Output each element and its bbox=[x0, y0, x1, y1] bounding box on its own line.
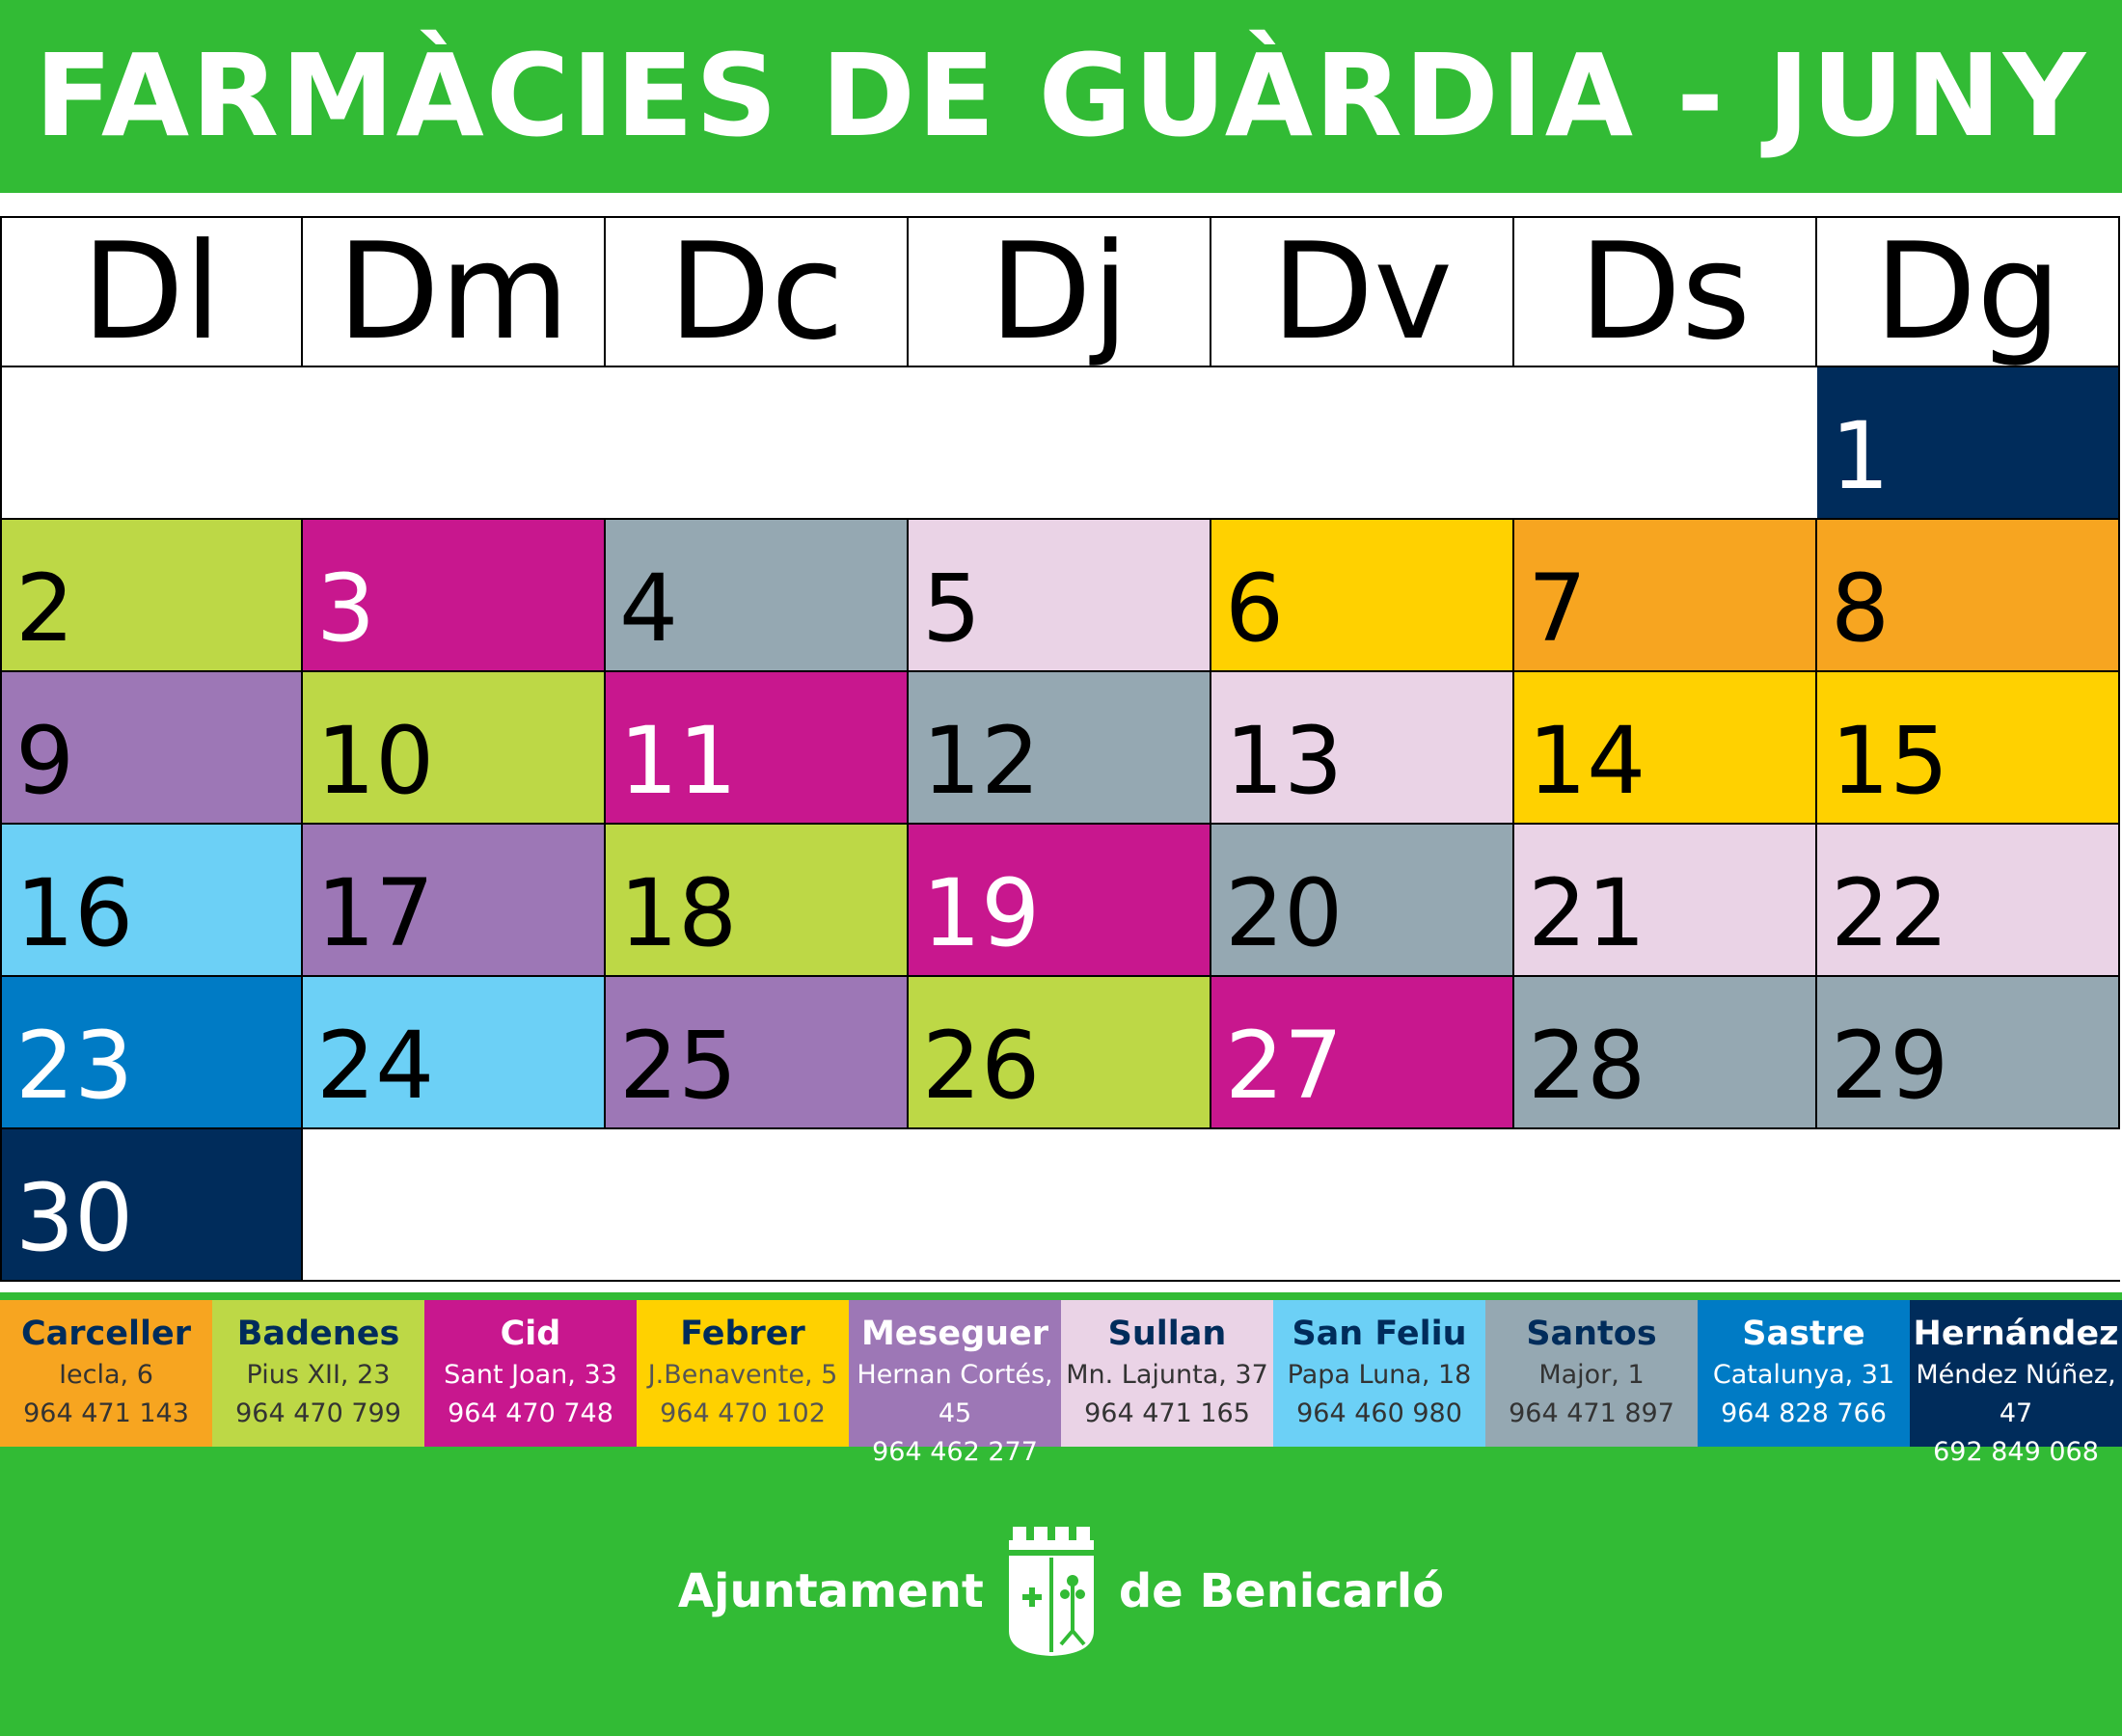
pharmacy-address: Méndez Núñez, 47 bbox=[1916, 1360, 2116, 1428]
calendar-day-9: 9 bbox=[0, 672, 303, 825]
weekday-header-2: Dc bbox=[606, 214, 909, 369]
pharmacy-name: Carceller bbox=[20, 1315, 192, 1353]
calendar-day-20: 20 bbox=[1211, 825, 1514, 977]
pharmacy-phone: 964 470 102 bbox=[660, 1398, 826, 1428]
weekday-header-1: Dm bbox=[303, 214, 606, 369]
weekday-header-3: Dj bbox=[909, 214, 1211, 369]
pharmacy-address: J.Benavente, 5 bbox=[647, 1360, 838, 1390]
page-title: FARMÀCIES DE GUÀRDIA - JUNY bbox=[0, 0, 2122, 191]
municipality-logo: Ajuntament de Benicarló bbox=[0, 1524, 2122, 1659]
pharmacy-phone: 692 849 068 bbox=[1933, 1437, 2099, 1467]
legend-pharmacy-0: Carceller Iecla, 6 964 471 143 bbox=[0, 1300, 212, 1447]
logo-right-word: de Benicarló bbox=[1118, 1564, 1445, 1618]
pharmacy-name: Hernández bbox=[1913, 1315, 2119, 1353]
pharmacy-address: Pius XII, 23 bbox=[246, 1360, 391, 1390]
calendar-day-26: 26 bbox=[909, 977, 1211, 1129]
weekday-header-6: Dg bbox=[1817, 214, 2120, 369]
pharmacy-phone: 964 460 980 bbox=[1296, 1398, 1462, 1428]
calendar-day-3: 3 bbox=[303, 520, 606, 672]
calendar-day-13: 13 bbox=[1211, 672, 1514, 825]
pharmacy-name: Sullan bbox=[1107, 1315, 1227, 1353]
calendar-day-27: 27 bbox=[1211, 977, 1514, 1129]
calendar-day-2: 2 bbox=[0, 520, 303, 672]
pharmacy-phone: 964 828 766 bbox=[1721, 1398, 1887, 1428]
footer: Ajuntament de Benicarló bbox=[0, 1447, 2122, 1736]
legend-pharmacy-1: Badenes Pius XII, 23 964 470 799 bbox=[212, 1300, 424, 1447]
calendar-day-16: 16 bbox=[0, 825, 303, 977]
pharmacy-phone: 964 471 165 bbox=[1084, 1398, 1250, 1428]
pharmacy-name: Santos bbox=[1526, 1315, 1657, 1353]
calendar-day-19: 19 bbox=[909, 825, 1211, 977]
calendar-day-10: 10 bbox=[303, 672, 606, 825]
legend-pharmacy-9: Hernández Méndez Núñez, 47 692 849 068 bbox=[1910, 1300, 2122, 1467]
pharmacy-phone: 964 470 748 bbox=[448, 1398, 613, 1428]
legend-pharmacy-2: Cid Sant Joan, 33 964 470 748 bbox=[424, 1300, 637, 1447]
legend-pharmacy-7: Santos Major, 1 964 471 897 bbox=[1485, 1300, 1698, 1447]
weekday-header-4: Dv bbox=[1211, 214, 1514, 369]
pharmacy-name: Sastre bbox=[1742, 1315, 1865, 1353]
weekday-header-0: Dl bbox=[0, 214, 303, 369]
calendar-day-25: 25 bbox=[606, 977, 909, 1129]
empty-week-start bbox=[0, 367, 1817, 520]
calendar-day-4: 4 bbox=[606, 520, 909, 672]
calendar-day-28: 28 bbox=[1514, 977, 1817, 1129]
calendar-day-11: 11 bbox=[606, 672, 909, 825]
empty-week-end bbox=[303, 1129, 2120, 1282]
pharmacy-phone: 964 471 143 bbox=[23, 1398, 189, 1428]
calendar-board: Dl Dm Dc Dj Dv Ds Dg 1 2 3 4 5 6 7 8 9 10 11 12 13 14 15 16 17 1… bbox=[0, 193, 2122, 1292]
pharmacy-name: Badenes bbox=[236, 1315, 400, 1353]
calendar-day-15: 15 bbox=[1817, 672, 2120, 825]
pharmacy-address: Hernan Cortés, 45 bbox=[857, 1360, 1053, 1428]
calendar-day-8: 8 bbox=[1817, 520, 2120, 672]
pharmacy-phone: 964 471 897 bbox=[1509, 1398, 1674, 1428]
legend-pharmacy-4: Meseguer Hernan Cortés, 45 964 462 277 bbox=[849, 1300, 1061, 1467]
pharmacy-address: Catalunya, 31 bbox=[1712, 1360, 1895, 1390]
logo-left-word: Ajuntament bbox=[677, 1564, 984, 1618]
calendar-day-24: 24 bbox=[303, 977, 606, 1129]
pharmacy-address: Iecla, 6 bbox=[59, 1360, 153, 1390]
pharmacy-name: Cid bbox=[500, 1315, 561, 1353]
weekday-header-5: Ds bbox=[1514, 214, 1817, 369]
calendar-day-18: 18 bbox=[606, 825, 909, 977]
calendar-day-30: 30 bbox=[0, 1129, 303, 1282]
calendar-day-29: 29 bbox=[1817, 977, 2120, 1129]
pharmacy-address: Major, 1 bbox=[1538, 1360, 1645, 1390]
calendar-day-14: 14 bbox=[1514, 672, 1817, 825]
benicarlo-coat-of-arms-icon bbox=[1008, 1527, 1094, 1656]
calendar-day-23: 23 bbox=[0, 977, 303, 1129]
pharmacy-address: Sant Joan, 33 bbox=[444, 1360, 617, 1390]
calendar-day-21: 21 bbox=[1514, 825, 1817, 977]
legend-pharmacy-3: Febrer J.Benavente, 5 964 470 102 bbox=[637, 1300, 849, 1447]
legend-pharmacy-5: Sullan Mn. Lajunta, 37 964 471 165 bbox=[1061, 1300, 1273, 1447]
calendar-day-5: 5 bbox=[909, 520, 1211, 672]
calendar-day-6: 6 bbox=[1211, 520, 1514, 672]
calendar-day-22: 22 bbox=[1817, 825, 2120, 977]
pharmacy-name: San Feliu bbox=[1292, 1315, 1467, 1353]
pharmacy-name: Meseguer bbox=[860, 1315, 1049, 1353]
pharmacy-phone: 964 462 277 bbox=[872, 1437, 1038, 1467]
legend-pharmacy-8: Sastre Catalunya, 31 964 828 766 bbox=[1698, 1300, 1910, 1447]
pharmacy-phone: 964 470 799 bbox=[235, 1398, 401, 1428]
pharmacy-address: Mn. Lajunta, 37 bbox=[1066, 1360, 1268, 1390]
pharmacy-legend: Carceller Iecla, 6 964 471 143 Badenes Pius … bbox=[0, 1300, 2122, 1467]
calendar-day-12: 12 bbox=[909, 672, 1211, 825]
calendar-day-7: 7 bbox=[1514, 520, 1817, 672]
pharmacy-name: Febrer bbox=[680, 1315, 805, 1353]
legend-pharmacy-6: San Feliu Papa Luna, 18 964 460 980 bbox=[1273, 1300, 1485, 1447]
calendar-day-1: 1 bbox=[1817, 367, 2120, 520]
pharmacy-address: Papa Luna, 18 bbox=[1287, 1360, 1472, 1390]
calendar-day-17: 17 bbox=[303, 825, 606, 977]
